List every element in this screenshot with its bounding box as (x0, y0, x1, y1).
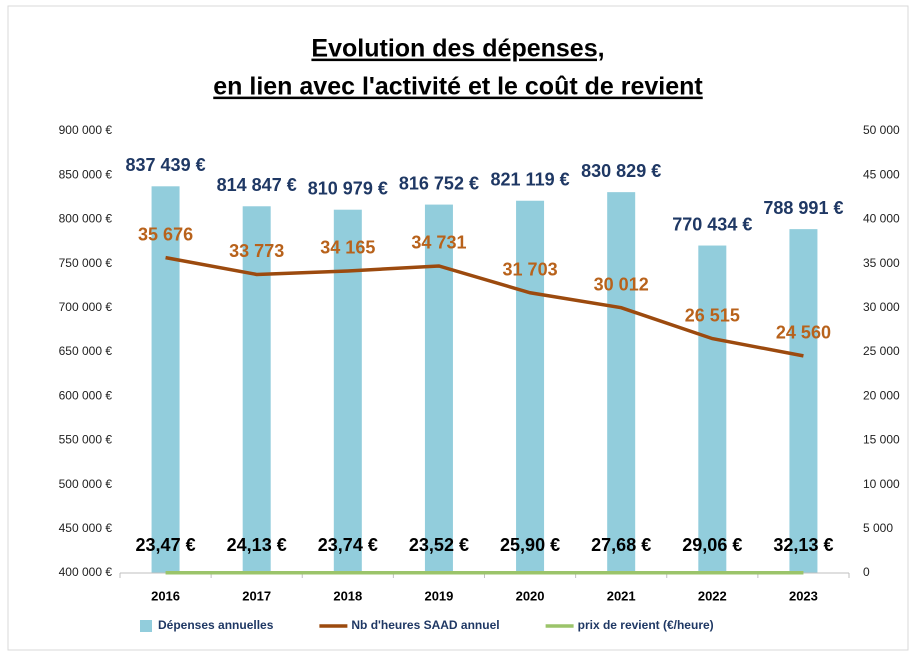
y-tick-label: 750 000 € (59, 256, 113, 270)
y2-tick-label: 35 000 (863, 256, 900, 270)
y2-tick-label: 15 000 (863, 433, 900, 447)
x-tick-label: 2021 (607, 588, 636, 603)
y2-tick-label: 50 000 (863, 123, 900, 137)
y-tick-label: 800 000 € (59, 212, 113, 226)
data-label: 35 676 (138, 224, 193, 244)
data-label: 25,90 € (500, 535, 560, 555)
data-label: 788 991 € (763, 198, 843, 218)
bar (607, 192, 636, 574)
data-label: 814 847 € (217, 175, 297, 195)
data-label: 24 560 (776, 323, 831, 343)
data-label: 821 119 € (491, 169, 570, 189)
data-label: 810 979 € (308, 178, 388, 198)
data-label: 31 703 (503, 259, 558, 279)
y2-tick-label: 20 000 (863, 388, 900, 402)
chart-title: en lien avec l'activité et le coût de re… (213, 73, 703, 101)
y-tick-label: 500 000 € (59, 477, 113, 491)
data-label: 34 165 (320, 238, 375, 258)
y-tick-label: 850 000 € (59, 167, 113, 181)
bar (333, 209, 362, 573)
bar (424, 204, 453, 573)
y2-tick-label: 5 000 (863, 521, 893, 535)
y-tick-label: 900 000 € (59, 123, 113, 137)
data-label: 32,13 € (773, 535, 833, 555)
data-label: 830 829 € (581, 161, 661, 181)
bar (242, 206, 271, 573)
line (165, 255, 804, 358)
bar (151, 186, 180, 573)
y2-tick-label: 10 000 (863, 477, 900, 491)
bar (516, 200, 545, 573)
data-label: 27,68 € (591, 535, 651, 555)
y-tick-label: 400 000 € (59, 565, 113, 579)
y2-tick-label: 25 000 (863, 344, 900, 358)
y-tick-label: 550 000 € (59, 433, 113, 447)
legend-label: prix de revient (€/heure) (578, 618, 714, 632)
data-label: 29,06 € (682, 535, 742, 555)
chart-title: Evolution des dépenses, (311, 35, 604, 63)
data-label: 34 731 (411, 233, 466, 253)
y-tick-label: 650 000 € (59, 344, 113, 358)
data-label: 24,13 € (227, 535, 287, 555)
legend-swatch (140, 620, 152, 632)
data-label: 816 752 € (399, 173, 479, 193)
x-tick-label: 2020 (516, 588, 545, 603)
y2-tick-label: 45 000 (863, 167, 900, 181)
data-label: 837 439 € (126, 155, 206, 175)
x-tick-label: 2019 (424, 588, 453, 603)
data-label: 23,74 € (318, 535, 378, 555)
y2-tick-label: 40 000 (863, 212, 900, 226)
x-tick-label: 2017 (242, 588, 271, 603)
bar (789, 229, 818, 573)
y-tick-label: 700 000 € (59, 300, 113, 314)
x-tick-label: 2018 (333, 588, 362, 603)
data-label: 26 515 (685, 305, 740, 325)
y2-tick-label: 0 (863, 565, 870, 579)
data-label: 23,47 € (136, 535, 196, 555)
data-label: 30 012 (594, 274, 649, 294)
data-label: 33 773 (229, 241, 284, 261)
x-tick-label: 2022 (698, 588, 727, 603)
x-tick-label: 2023 (789, 588, 818, 603)
legend-label: Dépenses annuelles (158, 618, 274, 632)
y-tick-label: 600 000 € (59, 388, 113, 402)
data-label: 770 434 € (672, 214, 752, 234)
legend-label: Nb d'heures SAAD annuel (351, 618, 499, 632)
bar (698, 245, 727, 573)
y-tick-label: 450 000 € (59, 521, 113, 535)
x-tick-label: 2016 (151, 588, 180, 603)
data-label: 23,52 € (409, 535, 469, 555)
y2-tick-label: 30 000 (863, 300, 900, 314)
